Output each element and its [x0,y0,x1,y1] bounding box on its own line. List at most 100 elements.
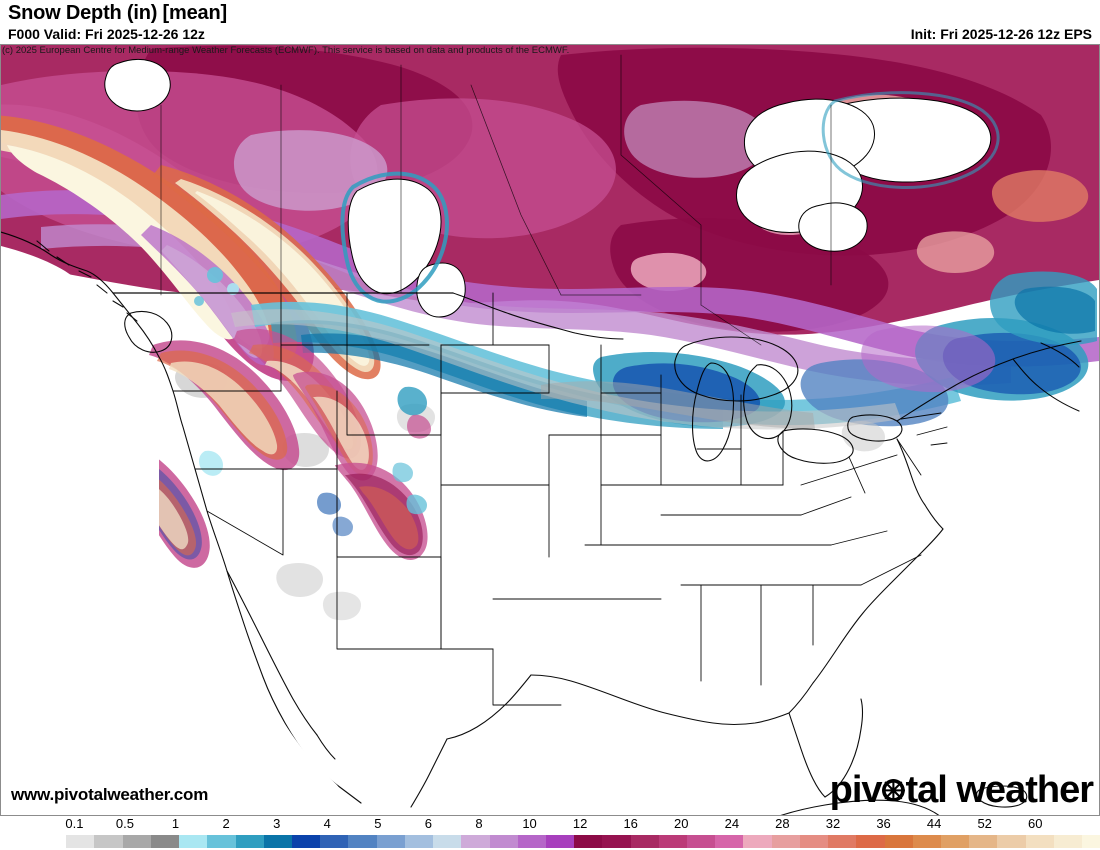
colorbar-swatch[interactable] [912,835,941,848]
west-grey-fleck-4 [322,591,361,621]
colorbar-swatch[interactable] [376,835,405,848]
snow-region-orange-ne [991,170,1089,222]
colorbar-swatch[interactable] [150,835,180,848]
colorbar-swatch[interactable] [658,835,688,848]
alpine-fleck-mt1 [397,386,427,416]
colorbar-tick-label: 1 [171,816,180,831]
alpine-fleck-nv [317,492,341,515]
colorbar-tick-label: 60 [1028,816,1043,831]
colorbar-swatches[interactable] [0,835,1100,848]
colorbar-swatch[interactable] [433,835,462,848]
arctic-island-white-2 [416,262,466,318]
colorbar-tick-label: 0.5 [115,816,135,831]
logo-text-part2: tal weather [905,769,1094,811]
site-url-label[interactable]: www.pivotalweather.com [11,785,209,804]
colorbar-swatch[interactable] [1025,835,1054,848]
colorbar-tick-label: 32 [825,816,841,831]
colorbar-swatch[interactable] [348,835,377,848]
colorbar-tick-label: 3 [273,816,281,831]
colorbar-swatch[interactable] [545,835,575,848]
colorbar-tick-label: 20 [674,816,689,831]
colorbar-swatch[interactable] [179,835,208,848]
colorbar-swatch[interactable] [602,835,631,848]
valid-time-label: F000 Valid: Fri 2025-12-26 12z [8,26,205,42]
wasatch-cream [313,396,369,470]
ne-grey-fleck-1 [841,420,885,452]
bc-cyan-spot-2 [227,283,239,295]
colorbar-swatch[interactable] [489,835,518,848]
cordillera-cream-core [7,145,237,340]
colorbar-swatch[interactable] [263,835,292,848]
colorbar-swatch[interactable] [715,835,744,848]
colorbar-tick-label: 10 [522,816,537,831]
colorbar-swatch[interactable] [630,835,659,848]
pacific-baja-white [239,635,361,815]
colorbar-tick-label: 24 [724,816,740,831]
colorbar-swatch[interactable] [771,835,800,848]
init-time-label: Init: Fri 2025-12-26 12z EPS [910,26,1092,42]
colorado-orange [359,486,419,550]
ice-rim-blue-2 [821,91,1000,189]
page-title: Snow Depth (in) [mean] [8,2,227,24]
snow-region-lavender-nc [624,100,769,178]
alpine-fleck-nv2 [332,516,353,537]
northeast-violet [861,325,996,393]
colorbar-swatch[interactable] [941,835,970,848]
colorbar-tick-label: 36 [876,816,891,831]
colorbar-swatch[interactable] [461,835,490,848]
colorbar-swatch[interactable] [687,835,716,848]
trace-snow-grey-band [231,309,901,430]
ecmwf-copyright: (c) 2025 European Centre for Medium-rang… [2,45,570,56]
colorbar-tick-label: 52 [977,816,992,831]
colorbar-swatch[interactable] [828,835,857,848]
colorbar-tick-label: 0.1 [65,816,84,831]
map-header: Snow Depth (in) [mean] F000 Valid: Fri 2… [0,0,1100,44]
colorbar-swatch[interactable] [207,835,236,848]
alpine-fleck-wy [392,462,413,483]
colorbar-tick-label: 12 [572,816,588,831]
colorbar-tick-labels: 0.1 0.5 1 2 3 4 5 6 8 10 12 16 20 24 28 32 36 44 52 60 [0,816,1100,834]
colorbar-tick-label: 5 [374,816,382,831]
maritimes-darkblue [1014,286,1095,334]
colorbar-swatch[interactable] [320,835,349,848]
colorbar-swatch[interactable] [969,835,998,848]
colorbar-swatch[interactable] [799,835,829,848]
snow-region-salmon-ne3 [916,231,995,273]
prairie-blue-deeper [301,333,587,417]
map-outlines [1,54,1082,815]
colorbar-tick-label: 6 [424,816,433,831]
interior-valley-lavender [161,245,263,358]
pivotal-weather-logo[interactable]: piv tal weather [829,769,1094,811]
colorbar-swatch[interactable] [404,835,434,848]
colorbar-swatch[interactable] [94,835,123,848]
colorbar-swatch[interactable] [38,835,67,848]
cascades-cream [169,361,278,455]
colorbar-swatch[interactable] [743,835,772,848]
colorbar-swatch[interactable] [997,835,1026,848]
colorbar-swatch[interactable] [517,835,546,848]
bc-cyan-spot-1 [207,267,223,283]
colorbar[interactable]: 0.1 0.5 1 2 3 4 5 6 8 10 12 16 20 24 28 32 36 44 52 60 [0,816,1100,850]
colorbar-tick-label: 8 [475,816,483,831]
colorbar-tick-label: 28 [775,816,790,831]
colorbar-tick-label: 44 [926,816,942,831]
map-canvas[interactable]: www.pivotalweather.com piv tal weather [0,44,1100,816]
bc-cyan-spot-3 [194,296,204,306]
colorbar-swatch[interactable] [1053,835,1083,848]
ice-rim-blue [340,171,449,304]
colorbar-swatch[interactable] [122,835,151,848]
colorbar-swatch[interactable] [856,835,885,848]
alpine-fleck-mt2 [407,414,431,439]
colorbar-swatch[interactable] [291,835,321,848]
pacific-ocean-white [1,246,159,815]
logo-text-part1: piv [829,769,883,811]
colorbar-swatch[interactable] [235,835,264,848]
snow-region-pink-hudson [630,252,707,291]
snowflake-star-icon [882,778,905,802]
colorbar-tick-label: 4 [323,816,331,831]
colorbar-swatch[interactable] [1082,835,1100,848]
colorbar-swatch[interactable] [66,835,95,848]
colorbar-swatch[interactable] [884,835,913,848]
colorbar-swatch[interactable] [574,835,603,848]
alpine-fleck-nv3 [199,450,223,476]
